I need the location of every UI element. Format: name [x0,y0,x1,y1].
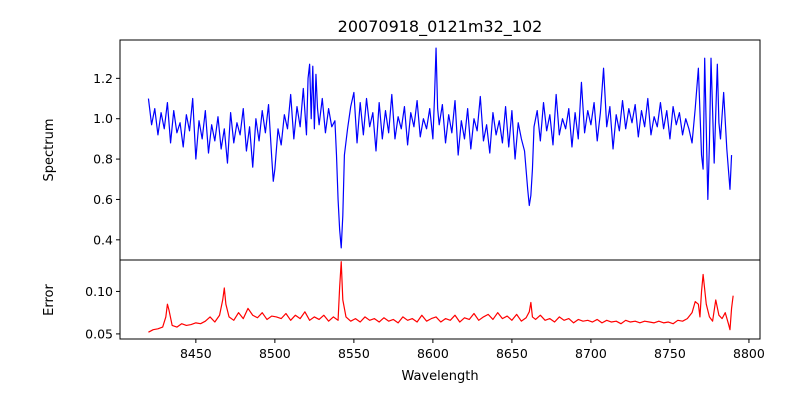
error-ytick-label: 0.05 [85,326,113,341]
error-y-axis-label: Error [42,284,57,316]
error-axis-ticks: 0.05 0.10 8450 8500 8550 8600 8650 8700 8750 8800 [85,284,765,361]
xtick-label: 8650 [496,346,528,361]
error-line [148,261,734,333]
spectrum-plot-area [120,40,760,260]
spectrum-ytick-label: 0.6 [93,192,113,207]
spectrum-line [147,47,733,249]
spectrum-ytick-label: 1.0 [93,111,113,126]
spectrum-series [147,47,733,249]
error-series [148,261,734,333]
spectrum-panel: 0.4 0.6 0.8 1.0 1.2 Spectrum [42,39,761,261]
xtick-label: 8600 [417,346,449,361]
spectrum-ytick-label: 0.8 [93,152,113,167]
error-plot-area [120,260,760,339]
spectrum-y-ticks: 0.4 0.6 0.8 1.0 1.2 [93,71,120,247]
error-panel: 0.05 0.10 8450 8500 8550 8600 8650 8700 8750 8800… [42,259,765,384]
spectrum-ytick-label: 0.4 [93,232,113,247]
xtick-label: 8800 [733,346,765,361]
xtick-label: 8750 [654,346,686,361]
xtick-label: 8550 [338,346,370,361]
xtick-label: 8700 [575,346,607,361]
error-frame [119,259,761,340]
error-ytick-label: 0.10 [85,284,113,299]
x-axis-label: Wavelength [401,369,478,384]
spectrum-y-axis-label: Spectrum [42,119,57,182]
xtick-label: 8500 [259,346,291,361]
xtick-label: 8450 [180,346,212,361]
spectrum-ytick-label: 1.2 [93,71,113,86]
chart-title: 20070918_0121m32_102 [338,17,543,37]
